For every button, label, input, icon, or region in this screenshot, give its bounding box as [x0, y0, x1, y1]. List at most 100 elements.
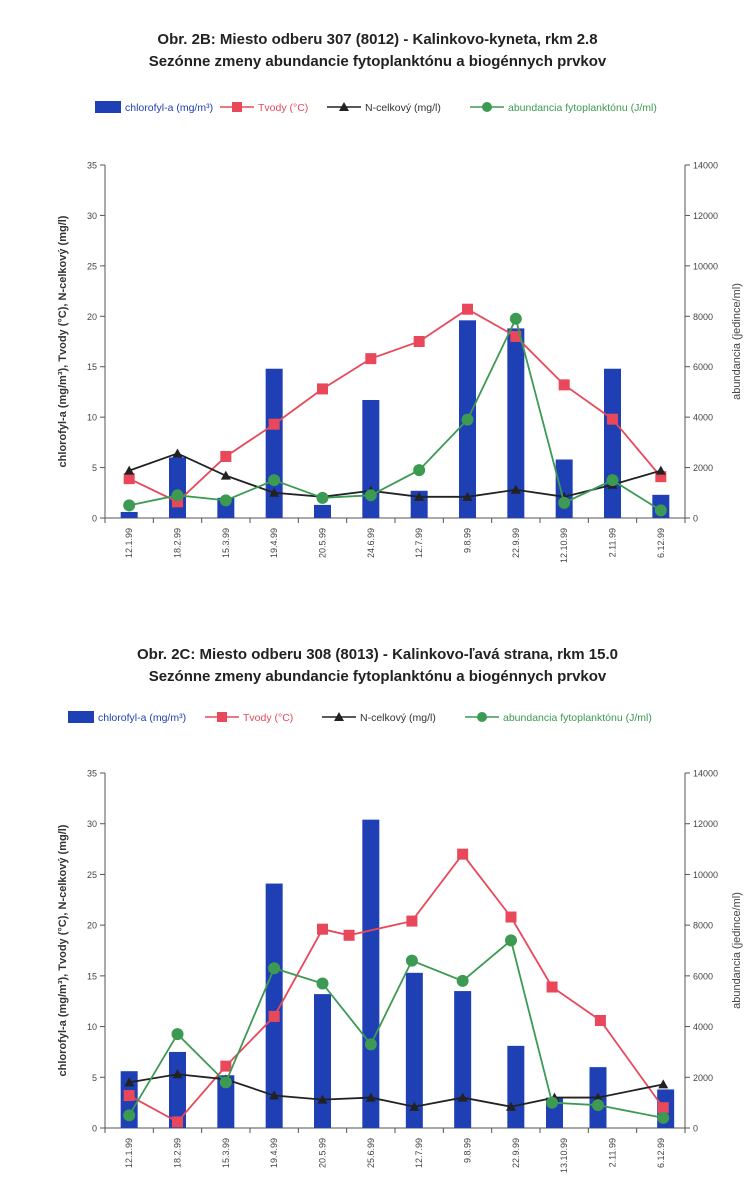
series-line — [128, 852, 664, 1124]
bar-chlorophyll — [314, 994, 331, 1128]
x-tick-label: 9.8.99 — [463, 1138, 473, 1163]
line-series-2 — [124, 1069, 669, 1111]
y-axis-title-right: abundancia (jedince/ml) — [731, 283, 743, 400]
line-series-3 — [123, 934, 670, 1124]
x-tick-label: 12.10.99 — [559, 528, 569, 563]
bar-chlorophyll — [169, 457, 186, 518]
point-temperature — [607, 413, 618, 425]
point-temperature — [268, 418, 280, 430]
point-nitrogen — [593, 1092, 603, 1102]
point-nitrogen — [172, 448, 183, 458]
x-tick-label: 19.4.99 — [269, 1138, 279, 1168]
point-temperature — [220, 450, 232, 462]
point-temperature — [317, 923, 328, 935]
legend-marker-temperature — [217, 712, 227, 722]
legend-label-temperature: Tvody (°C) — [258, 102, 308, 114]
axes: 0 5 10 15 20 25 30 35 0 2000 4000 6000 8000 10000 1200… — [57, 769, 743, 1174]
y-axis-title-left: chlorofyl-a (mg/m³), Tvody (°C), N-celko… — [57, 215, 69, 467]
bar-chlorophyll — [314, 504, 331, 518]
series-line — [129, 1073, 664, 1108]
y-tick-label-left: 35 — [87, 161, 97, 171]
point-temperature — [558, 379, 570, 391]
y-tick-label-right: 0 — [693, 514, 698, 524]
x-tick-label: 2.11.99 — [608, 1138, 618, 1167]
legend: chlorofyl-a (mg/m³) Tvody (°C) N-celkový (… — [95, 101, 657, 114]
y-tick-label-right: 14000 — [693, 161, 718, 171]
point-nitrogen — [124, 1077, 135, 1087]
y-tick-label-right: 2000 — [693, 1073, 713, 1083]
legend-label-chlorophyll: chlorofyl-a (mg/m³) — [98, 712, 186, 724]
y-tick-label-right: 10000 — [693, 870, 718, 880]
point-abundance — [558, 496, 571, 509]
point-nitrogen — [462, 491, 473, 501]
x-tick-label: 25.6.99 — [366, 1138, 376, 1168]
x-tick-label: 2.11.99 — [608, 528, 618, 557]
x-tick-label: 20.5.99 — [318, 1138, 328, 1168]
point-abundance — [268, 474, 281, 487]
x-tick-label: 18.2.99 — [173, 1138, 183, 1168]
point-abundance — [654, 504, 667, 517]
series-0 — [120, 819, 675, 1128]
point-temperature — [505, 911, 517, 923]
legend-marker-nitrogen — [339, 102, 349, 111]
legend-label-abundance: abundancia fytoplanktónu (J/ml) — [508, 102, 657, 114]
point-nitrogen — [317, 1094, 328, 1104]
y-tick-label-right: 0 — [693, 1124, 698, 1134]
point-nitrogen — [172, 1069, 183, 1079]
x-tick-label: 15.3.99 — [221, 528, 231, 558]
line-series-1 — [123, 303, 667, 508]
y-axis-title-right: abundancia (jedince/ml) — [731, 892, 743, 1009]
x-tick-label: 6.12.99 — [656, 1138, 666, 1168]
legend: chlorofyl-a (mg/m³) Tvody (°C) N-celkový (… — [68, 711, 652, 724]
bar-chlorophyll — [507, 328, 525, 518]
point-abundance — [364, 1038, 377, 1051]
bar-chlorophyll — [507, 1045, 525, 1128]
bar-chlorophyll — [405, 972, 423, 1128]
y-tick-label-right: 8000 — [693, 312, 713, 322]
point-abundance — [461, 413, 474, 426]
chart-2c-svg: chlorofyl-a (mg/m³) Tvody (°C) N-celkový (… — [57, 711, 743, 1174]
y-tick-label-left: 0 — [92, 1124, 97, 1134]
y-tick-label-right: 6000 — [693, 362, 713, 372]
point-nitrogen — [124, 465, 135, 475]
point-temperature — [172, 496, 183, 508]
point-nitrogen — [414, 491, 425, 501]
y-tick-label-left: 10 — [87, 1022, 97, 1032]
point-nitrogen — [220, 470, 231, 480]
point-abundance — [219, 494, 232, 507]
x-tick-label: 22.9.99 — [511, 528, 521, 558]
x-tick-label: 22.9.99 — [511, 1138, 521, 1168]
point-abundance — [123, 1109, 136, 1122]
point-temperature — [413, 336, 425, 347]
y-tick-label-left: 5 — [92, 1073, 97, 1083]
point-nitrogen — [658, 1079, 669, 1089]
x-tick-label: 6.12.99 — [656, 528, 666, 558]
point-abundance — [509, 312, 522, 325]
chart-2c-title: Obr. 2C: Miesto odberu 308 (8013) - Kali… — [137, 646, 618, 663]
line-series-1 — [123, 848, 669, 1128]
y-tick-label-right: 12000 — [693, 819, 718, 829]
y-axis-title-left: chlorofyl-a (mg/m³), Tvody (°C), N-celko… — [57, 824, 69, 1076]
point-temperature — [594, 1014, 606, 1026]
series-line — [128, 308, 662, 503]
point-temperature — [457, 848, 469, 860]
x-tick-label: 18.2.99 — [173, 528, 183, 558]
y-tick-label-left: 30 — [87, 819, 97, 829]
point-nitrogen — [655, 465, 666, 475]
x-tick-label: 19.4.99 — [269, 528, 279, 558]
point-temperature — [546, 981, 558, 993]
point-abundance — [413, 464, 426, 477]
legend-label-nitrogen: N-celkový (mg/l) — [360, 712, 436, 724]
y-tick-label-left: 15 — [87, 362, 97, 372]
point-nitrogen — [510, 484, 521, 494]
series-line — [128, 938, 664, 1119]
y-tick-label-right: 10000 — [693, 261, 718, 271]
point-abundance — [268, 962, 281, 975]
point-abundance — [171, 1028, 184, 1041]
y-tick-label-left: 5 — [92, 463, 97, 473]
point-temperature — [462, 303, 473, 315]
legend-marker-temperature — [232, 102, 242, 112]
bar-chlorophyll — [362, 399, 380, 518]
point-abundance — [606, 474, 619, 487]
legend-marker-nitrogen — [334, 712, 344, 721]
